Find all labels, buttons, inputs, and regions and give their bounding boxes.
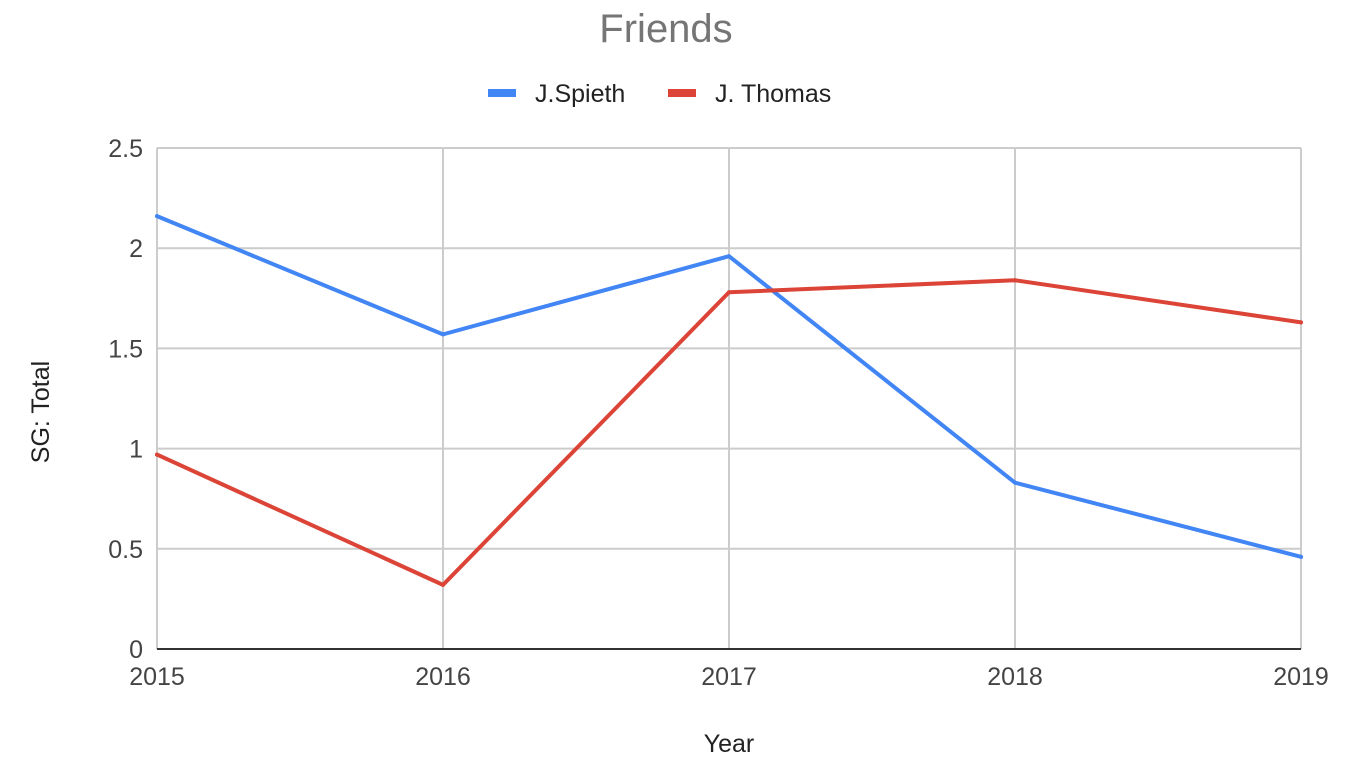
x-axis-ticks: 2015 2016 2017 2018 2019 — [129, 663, 1329, 691]
data-point — [441, 332, 445, 337]
y-axis-title: SG: Total — [27, 361, 55, 463]
data-point — [1013, 278, 1017, 283]
data-point — [1299, 554, 1303, 559]
y-tick-label: 1.5 — [108, 335, 143, 363]
x-tick-label: 2017 — [701, 663, 757, 691]
data-point — [155, 214, 159, 219]
chart-title: Friends — [599, 7, 732, 51]
legend: J.Spieth J. Thomas — [488, 80, 831, 108]
x-tick-label: 2015 — [129, 663, 185, 691]
data-point — [727, 290, 731, 295]
x-tick-label: 2018 — [987, 663, 1043, 691]
y-axis-ticks: 0 0.5 1 1.5 2 2.5 — [108, 135, 143, 664]
x-axis-title: Year — [704, 730, 755, 758]
legend-label: J.Spieth — [535, 80, 625, 108]
y-tick-label: 0 — [129, 636, 143, 664]
y-tick-label: 2 — [129, 235, 143, 263]
x-tick-label: 2019 — [1273, 663, 1329, 691]
gridlines — [156, 147, 1302, 650]
legend-label: J. Thomas — [715, 80, 831, 108]
y-tick-label: 0.5 — [108, 536, 143, 564]
data-point — [441, 582, 445, 587]
series-lines — [155, 214, 1303, 587]
y-tick-label: 1 — [129, 436, 143, 464]
data-point — [1299, 320, 1303, 325]
legend-swatch — [488, 89, 516, 97]
data-point — [1013, 480, 1017, 485]
data-point — [155, 452, 159, 457]
y-tick-label: 2.5 — [108, 135, 143, 163]
legend-swatch — [668, 89, 696, 97]
x-tick-label: 2016 — [415, 663, 471, 691]
data-point — [727, 254, 731, 259]
